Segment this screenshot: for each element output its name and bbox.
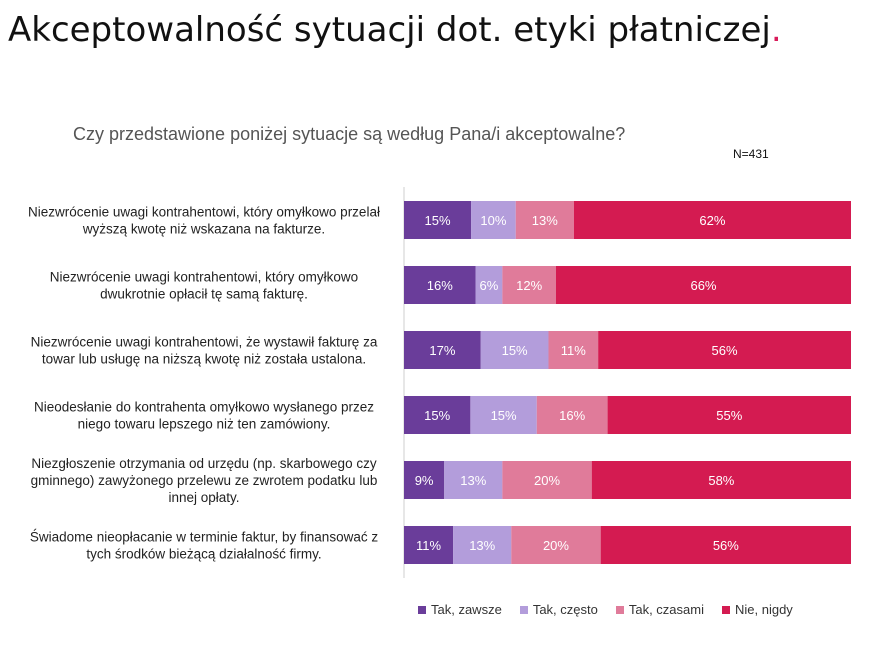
chart-legend: Tak, zawsze Tak, często Tak, czasami Nie, n… xyxy=(418,602,793,617)
bar-segment xyxy=(536,396,608,434)
bar-segment xyxy=(600,526,851,564)
bar-segment xyxy=(515,201,574,239)
page-title-text: Akceptowalność sytuacji dot. etyki płatn… xyxy=(8,10,771,50)
bar-segment xyxy=(404,201,472,239)
data-label: 66% xyxy=(690,278,716,293)
bar-segment xyxy=(471,201,516,239)
bar-segment xyxy=(453,526,512,564)
data-label: 15% xyxy=(425,213,451,228)
category-label: Świadome nieopłacanie w terminie faktur,… xyxy=(30,530,378,562)
data-label: 11% xyxy=(416,538,441,553)
bar-segment xyxy=(404,331,481,369)
legend-label: Tak, często xyxy=(532,602,598,617)
data-label: 13% xyxy=(469,538,495,553)
legend-item: Tak, zawsze xyxy=(418,602,502,617)
data-label: 15% xyxy=(424,408,450,423)
data-label: 56% xyxy=(713,538,739,553)
stacked-bar-chart: 15% 10% 13% 62% Niezwrócenie uwagi kontrahen… xyxy=(28,187,851,578)
data-label: 16% xyxy=(559,408,585,423)
chart-question: Czy przedstawione poniżej sytuacje są we… xyxy=(73,124,626,144)
bar-segment xyxy=(404,461,445,499)
data-label: 55% xyxy=(716,408,742,423)
data-label: 20% xyxy=(534,473,560,488)
data-label: 11% xyxy=(561,343,586,358)
bar-segment xyxy=(598,331,851,369)
bar-segment xyxy=(470,396,537,434)
page-title-dot: . xyxy=(770,10,782,50)
data-label: 15% xyxy=(491,408,517,423)
legend-label: Tak, zawsze xyxy=(431,602,502,617)
sample-size-label: N=431 xyxy=(733,147,769,161)
bar-segment xyxy=(511,526,601,564)
data-label: 15% xyxy=(502,343,528,358)
bar-segment xyxy=(475,266,503,304)
data-label: 62% xyxy=(699,213,725,228)
category-label: Niezwrócenie uwagi kontrahentowi, który … xyxy=(50,270,358,302)
data-label: 20% xyxy=(543,538,569,553)
data-label: 13% xyxy=(532,213,558,228)
bar-segment xyxy=(480,331,549,369)
data-label: 13% xyxy=(460,473,486,488)
legend-swatch xyxy=(615,605,624,614)
bar-segment xyxy=(502,461,592,499)
bar-segment xyxy=(502,266,556,304)
page-title: Akceptowalność sytuacji dot. etyki płatn… xyxy=(8,4,782,56)
bar-segment xyxy=(444,461,503,499)
bar-segment xyxy=(591,461,851,499)
category-label: Niezgłoszenie otrzymania od urzędu (np. … xyxy=(31,456,378,505)
category-label: Niezwrócenie uwagi kontrahentowi, który … xyxy=(28,205,380,237)
legend-swatch xyxy=(519,605,528,614)
bar-segment xyxy=(555,266,851,304)
legend-swatch xyxy=(721,605,730,614)
data-label: 16% xyxy=(427,278,453,293)
legend-item: Tak, czasami xyxy=(615,602,704,617)
data-label: 17% xyxy=(429,343,455,358)
bar-segment xyxy=(404,266,476,304)
bar-segment xyxy=(548,331,599,369)
data-label: 58% xyxy=(708,473,734,488)
data-label: 12% xyxy=(516,278,542,293)
category-label: Nieodesłanie do kontrahenta omyłkowo wys… xyxy=(34,400,374,432)
data-label: 56% xyxy=(712,343,738,358)
data-label: 9% xyxy=(415,473,434,488)
legend-item: Nie, nigdy xyxy=(721,602,793,617)
legend-label: Nie, nigdy xyxy=(734,602,793,617)
bar-segment xyxy=(573,201,851,239)
category-label: Niezwrócenie uwagi kontrahentowi, że wys… xyxy=(31,335,378,367)
data-label: 10% xyxy=(480,213,506,228)
bar-segment xyxy=(404,396,471,434)
bar-segment xyxy=(404,526,454,564)
legend-item: Tak, często xyxy=(519,602,598,617)
legend-swatch xyxy=(418,605,426,614)
data-label: 6% xyxy=(480,278,499,293)
legend-label: Tak, czasami xyxy=(628,602,704,617)
bar-segment xyxy=(607,396,851,434)
